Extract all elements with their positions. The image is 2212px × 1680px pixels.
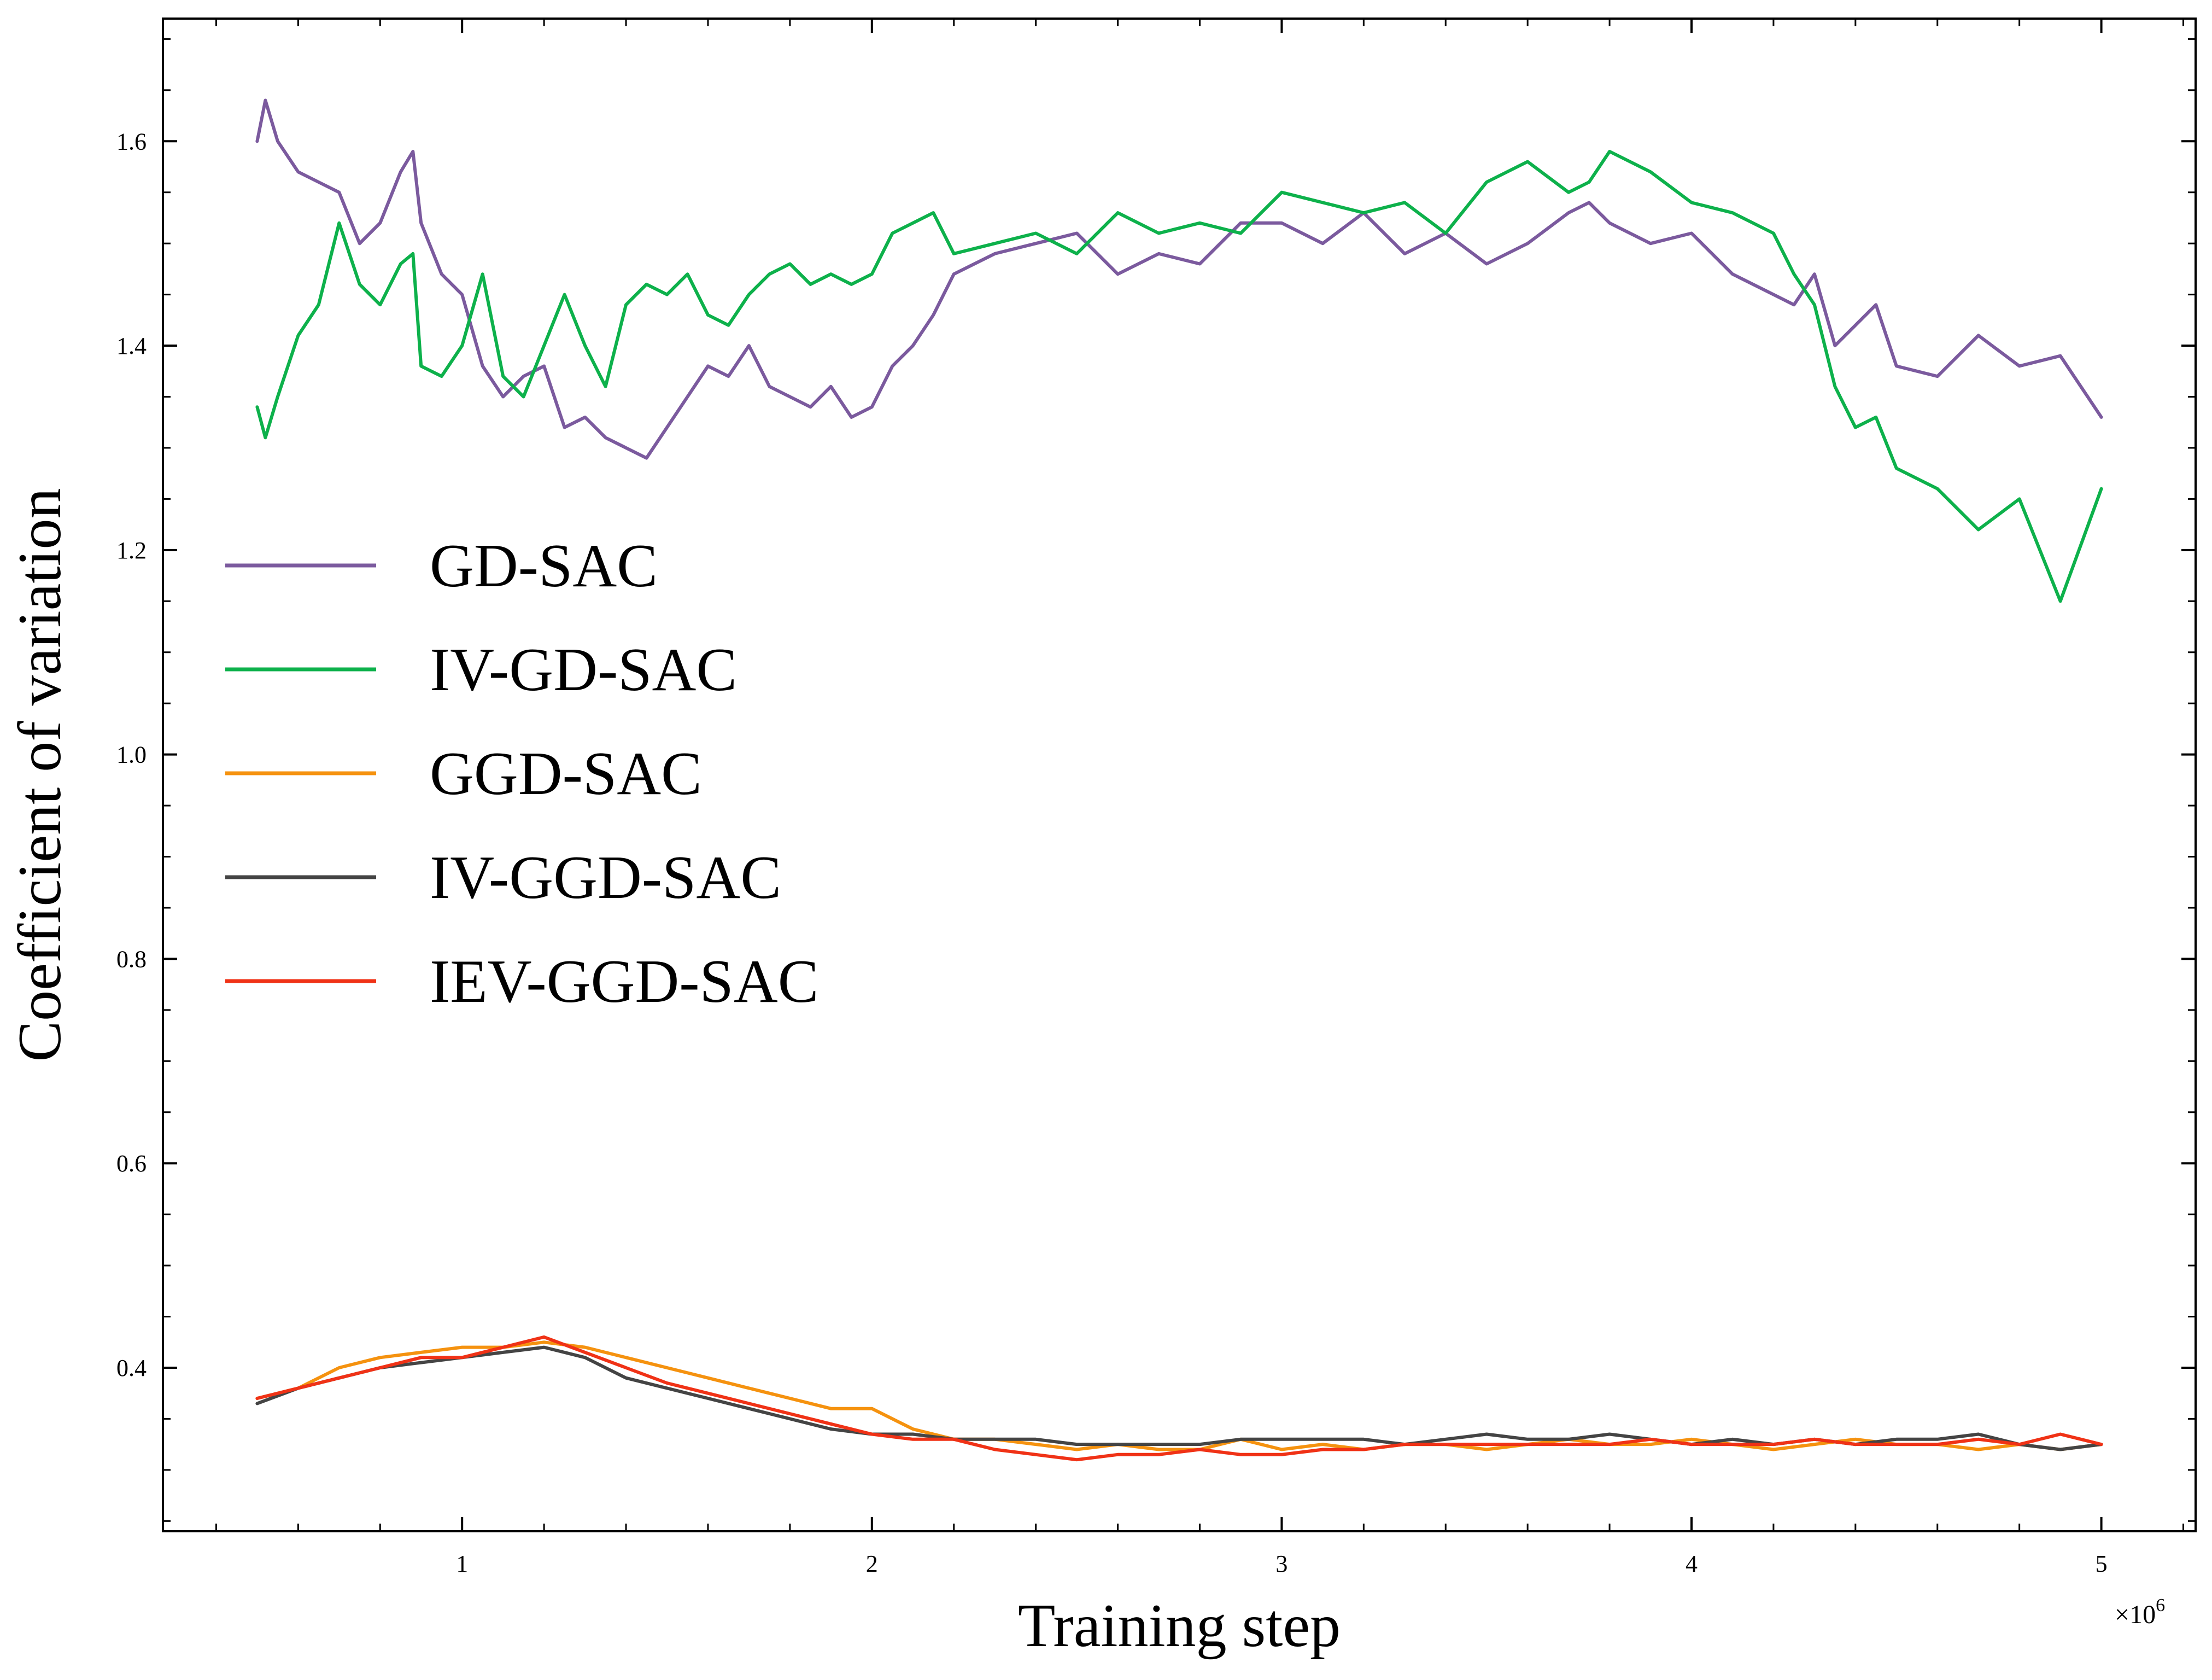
tick-layer [163, 19, 2196, 1531]
x-axis-offset-label: ×106 [2115, 1595, 2165, 1629]
legend-label: IV-GGD-SAC [430, 844, 781, 912]
series-line-iv-gd-sac [255, 150, 2103, 603]
series-layer [255, 98, 2103, 1462]
plot-frame [162, 18, 2197, 1532]
y-tick-label: 0.6 [116, 1150, 147, 1177]
series-line-gd-sac [255, 98, 2103, 460]
y-tick-label: 0.4 [116, 1355, 147, 1381]
x-tick-label: 1 [456, 1550, 468, 1577]
legend-label: GGD-SAC [430, 740, 702, 808]
y-tick-label: 1.2 [116, 537, 147, 564]
y-axis-title: Coefficient of variation [6, 488, 74, 1061]
legend-item: GD-SAC [225, 532, 658, 600]
legend-label: GD-SAC [430, 532, 658, 600]
x-offset-base: ×10 [2115, 1600, 2156, 1629]
y-tick-label: 1.6 [116, 128, 147, 155]
legend: GD-SAC IV-GD-SAC GGD-SAC IV-GGD-SAC IEV-GGD-… [225, 532, 818, 1016]
x-tick-label: 3 [1275, 1550, 1288, 1577]
legend-item: IEV-GGD-SAC [225, 948, 818, 1016]
x-tick-label: 4 [1686, 1550, 1698, 1577]
y-tick-label: 1.0 [116, 742, 147, 768]
x-axis-title: Training step [1018, 1592, 1341, 1660]
legend-item: GGD-SAC [225, 740, 702, 808]
x-offset-exponent: 6 [2156, 1595, 2165, 1615]
series-line-iev-ggd-sac [255, 1335, 2103, 1462]
x-tick-label: 5 [2096, 1550, 2108, 1577]
legend-label: IEV-GGD-SAC [430, 948, 818, 1016]
label-layer: 1 2 3 4 5 0.4 0.6 0.8 1.0 1.2 1.4 1.6 [116, 128, 2108, 1577]
legend-label: IV-GD-SAC [430, 636, 737, 704]
legend-item: IV-GGD-SAC [225, 844, 781, 912]
legend-item: IV-GD-SAC [225, 636, 737, 704]
y-tick-label: 1.4 [116, 332, 147, 359]
y-tick-label: 0.8 [116, 946, 147, 972]
x-tick-label: 2 [866, 1550, 878, 1577]
